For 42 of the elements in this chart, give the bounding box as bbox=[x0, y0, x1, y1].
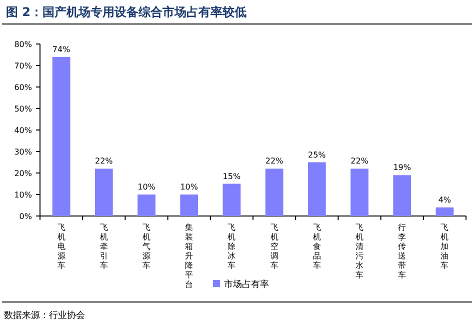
legend-label: 市场占有率 bbox=[224, 279, 269, 290]
y-tick-label: 50% bbox=[14, 104, 32, 114]
y-tick-label: 60% bbox=[14, 83, 32, 92]
x-tick-label: 飞机加油车 bbox=[440, 223, 449, 270]
data-label: 25% bbox=[308, 150, 326, 160]
y-tick-label: 30% bbox=[14, 148, 32, 156]
data-label: 22% bbox=[265, 156, 284, 166]
data-label: 10% bbox=[138, 182, 156, 192]
data-label: 10% bbox=[180, 182, 198, 192]
bar bbox=[222, 184, 241, 216]
bar bbox=[94, 168, 113, 216]
data-label: 22% bbox=[350, 156, 369, 166]
bar bbox=[350, 168, 368, 216]
x-tick-label: 飞机牵引车 bbox=[100, 223, 108, 270]
x-tick-label: 飞机食品车 bbox=[312, 223, 321, 270]
bar bbox=[308, 162, 326, 216]
bar bbox=[52, 56, 70, 216]
source-note: 数据来源：行业协会 bbox=[4, 310, 85, 321]
x-tick-label: 飞机气源车 bbox=[142, 223, 150, 270]
x-tick-label: 飞机清污水车 bbox=[356, 223, 364, 280]
data-label: 74% bbox=[52, 44, 71, 54]
bar bbox=[393, 175, 412, 216]
y-tick-label: 80% bbox=[14, 40, 32, 49]
bar bbox=[436, 207, 454, 216]
bar bbox=[138, 194, 156, 216]
x-tick-label: 集装箱升降平台 bbox=[185, 223, 194, 289]
y-tick-label: 10% bbox=[14, 190, 32, 200]
data-label: 4% bbox=[438, 195, 452, 204]
y-tick-label: 0% bbox=[19, 212, 32, 221]
data-label: 22% bbox=[95, 156, 114, 166]
data-label: 19% bbox=[393, 163, 412, 172]
y-tick-label: 70% bbox=[14, 62, 32, 70]
y-tick-label: 40% bbox=[14, 126, 32, 135]
bar bbox=[265, 168, 284, 216]
data-label: 15% bbox=[222, 172, 241, 181]
x-tick-label: 飞机空调车 bbox=[270, 223, 278, 270]
bar bbox=[180, 194, 198, 216]
x-tick-label: 飞机除冰车 bbox=[228, 223, 236, 270]
x-tick-label: 行李传送带车 bbox=[398, 223, 406, 280]
y-tick-label: 20% bbox=[14, 169, 32, 178]
chart-title: 图 2：国产机场专用设备综合市场占有率较低 bbox=[6, 5, 247, 19]
x-tick-label: 飞机电源车 bbox=[57, 223, 66, 270]
